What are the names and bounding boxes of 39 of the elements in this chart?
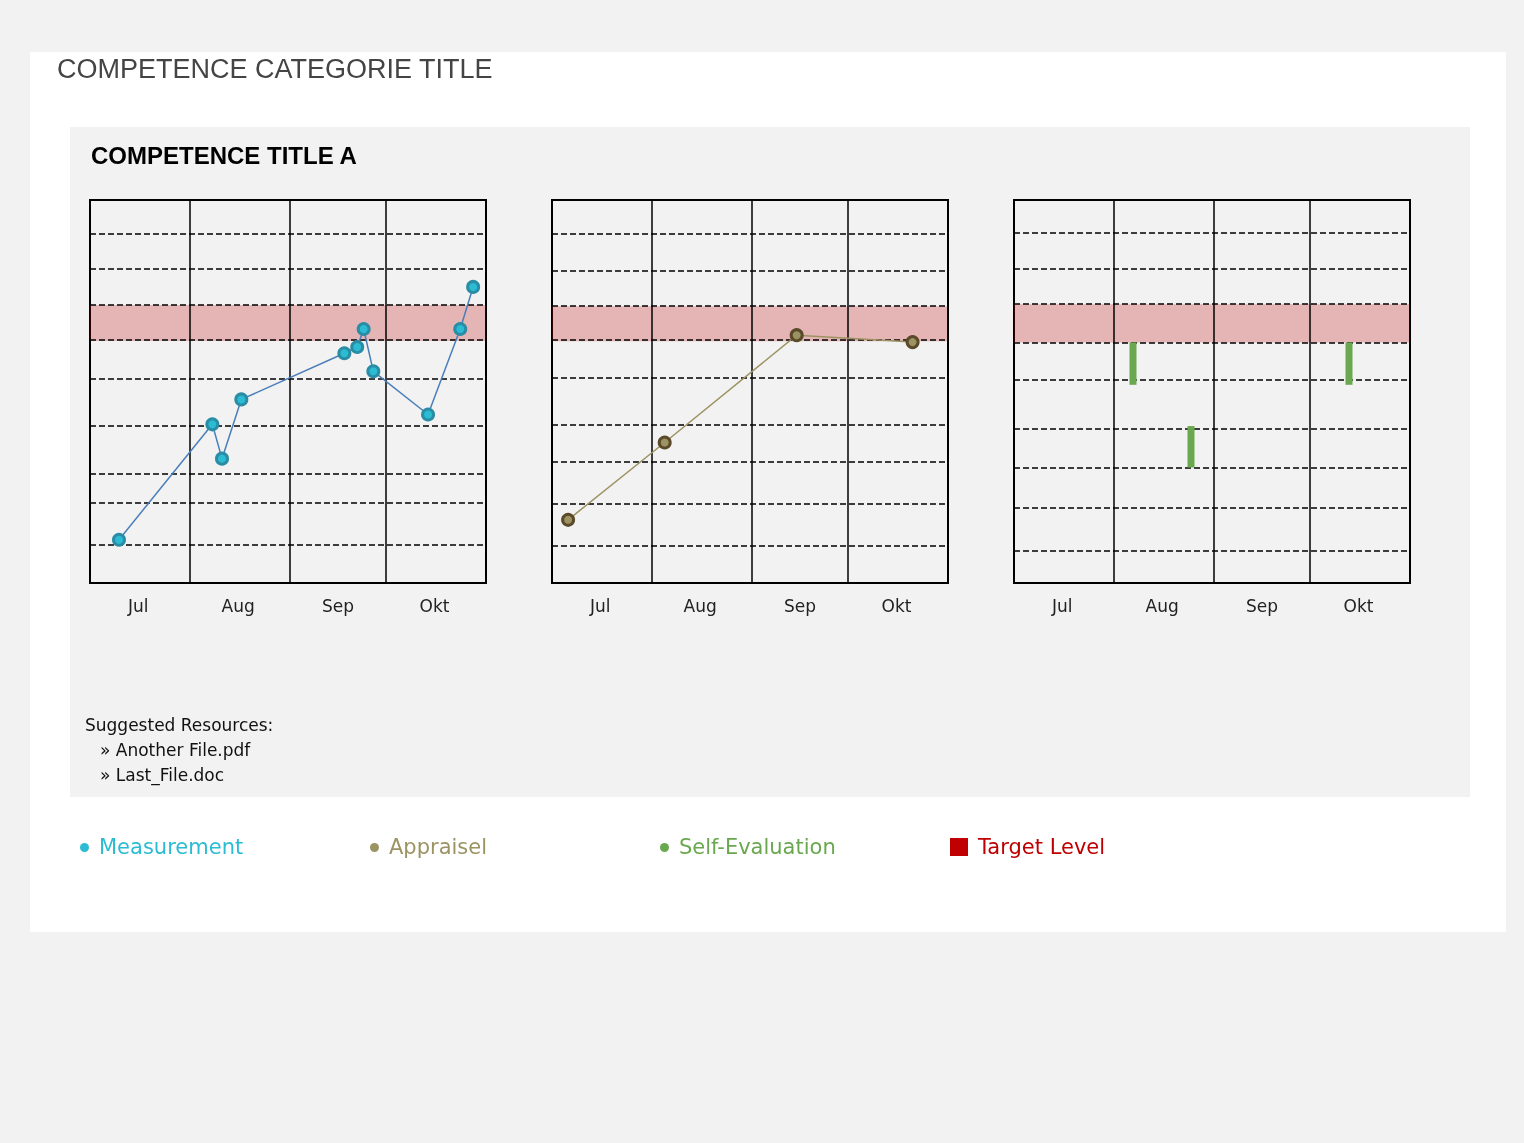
legend-label: Appraisel bbox=[389, 835, 488, 859]
point bbox=[466, 279, 481, 294]
candlestick bbox=[1129, 342, 1137, 385]
x-tick-label: Sep bbox=[321, 595, 354, 616]
x-tick-label: Aug bbox=[221, 595, 255, 616]
candlestick bbox=[1345, 342, 1353, 385]
point bbox=[789, 328, 804, 343]
text: » Another File.pdf bbox=[99, 739, 252, 762]
point bbox=[337, 346, 352, 361]
point bbox=[905, 335, 920, 350]
point bbox=[421, 407, 436, 422]
x-tick-label: Okt bbox=[881, 595, 912, 616]
point bbox=[657, 435, 672, 450]
x-tick-label: Okt bbox=[419, 595, 450, 616]
chart-title: COMPETENCE CATEGORIE TITLE bbox=[57, 54, 493, 85]
x-tick-label: Jul bbox=[589, 595, 611, 616]
point bbox=[111, 532, 126, 547]
point bbox=[453, 321, 468, 336]
point bbox=[205, 417, 220, 432]
point bbox=[215, 451, 229, 466]
point bbox=[356, 321, 371, 336]
x-tick-label: Jul bbox=[1051, 595, 1073, 616]
legend-label: Self-Evaluation bbox=[679, 835, 836, 859]
point bbox=[350, 340, 365, 355]
x-tick-label: Jul bbox=[127, 595, 149, 616]
x-tick-label: Sep bbox=[1245, 595, 1278, 616]
x-tick-label: Sep bbox=[783, 595, 816, 616]
text: » Last_File.doc bbox=[99, 764, 226, 788]
x-tick-label: Okt bbox=[1343, 595, 1374, 616]
point bbox=[561, 512, 576, 527]
legend-label: Measurement bbox=[99, 835, 244, 859]
x-tick-label: Aug bbox=[683, 595, 717, 616]
chart-subtitle: COMPETENCE TITLE A bbox=[91, 142, 357, 170]
legend-label: Target Level bbox=[978, 835, 1106, 859]
point bbox=[366, 364, 381, 379]
text: Suggested Resources: bbox=[85, 714, 274, 737]
x-tick-label: Aug bbox=[1145, 595, 1179, 616]
point bbox=[234, 392, 249, 407]
candlestick bbox=[1187, 426, 1195, 468]
